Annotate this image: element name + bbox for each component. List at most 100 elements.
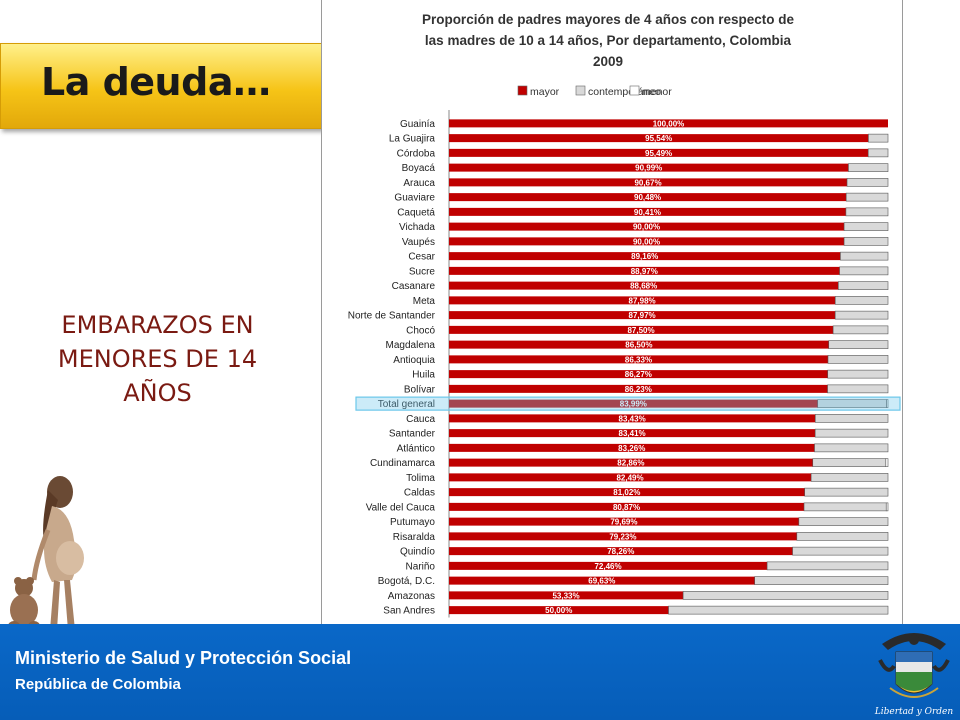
bar-contemporaneo [839, 266, 889, 276]
bar-contemporaneo [827, 384, 889, 394]
data-label: 88,68% [630, 282, 657, 291]
bar-mayor [449, 576, 755, 585]
bar-mayor [449, 134, 869, 143]
data-label: 82,49% [616, 473, 643, 482]
data-label: 90,41% [634, 208, 661, 217]
data-label: 83,26% [618, 444, 645, 453]
bar-mayor [449, 606, 669, 615]
bar-contemporaneo [804, 487, 889, 497]
legend-swatch-2 [629, 85, 640, 96]
category-label: Valle del Cauca [366, 502, 436, 513]
bar-mayor [449, 458, 813, 467]
data-label: 53,33% [552, 591, 579, 600]
data-label: 90,67% [634, 178, 661, 187]
bar-contemporaneo [848, 163, 889, 172]
category-label: La Guajira [389, 134, 436, 145]
data-label: 100,00% [653, 119, 685, 128]
slide-subtitle: EMBARAZOS EN MENORES DE 14 AÑOS [57, 311, 258, 407]
chart-title-line-1: Proporción de padres mayores de 4 años c… [422, 12, 795, 27]
data-label: 50,00% [545, 606, 572, 615]
legend-label-2: menor [642, 86, 672, 98]
bar-contemporaneo [668, 605, 889, 615]
data-label: 83,99% [620, 400, 647, 409]
bar-contemporaneo [754, 576, 889, 585]
bar-menor [886, 399, 889, 408]
bar-mayor [449, 591, 684, 600]
bar-menor [885, 458, 889, 467]
footer-bar: Ministerio de Salud y Protección Social … [0, 624, 960, 720]
bar-mayor [449, 178, 848, 187]
data-label: 86,50% [625, 341, 652, 350]
category-label: Caquetá [397, 207, 435, 218]
bar-contemporaneo [832, 325, 889, 335]
chart-bars: Guainía 100,00% La Guajira 95,54% Córdoba 95,… [348, 110, 901, 618]
category-label: Tolima [406, 473, 435, 484]
colombia-coat-of-arms: Libertad y Orden [874, 633, 953, 717]
bar-contemporaneo [845, 207, 889, 217]
category-label: Putumayo [390, 517, 435, 528]
legend-swatch-1 [575, 85, 586, 96]
category-label: Santander [389, 429, 436, 440]
category-label: Quindío [400, 547, 435, 558]
bar-mayor [449, 222, 845, 231]
category-label: Casanare [392, 281, 436, 292]
category-label: Guainía [400, 119, 435, 130]
bar-contemporaneo [834, 310, 889, 320]
legend-label-0: mayor [530, 86, 560, 98]
bar-mayor [449, 266, 840, 275]
bar-contemporaneo [838, 281, 889, 290]
data-label: 87,50% [627, 326, 654, 335]
category-label: Bogotá, D.C. [378, 576, 435, 587]
bar-contemporaneo [796, 532, 889, 541]
category-label: Bolívar [404, 384, 436, 395]
category-label: Caldas [404, 488, 435, 499]
bar-contemporaneo [843, 237, 889, 246]
data-label: 79,69% [610, 518, 637, 527]
chart-title-line-2: las madres de 10 a 14 años, Por departam… [425, 33, 792, 48]
bar-mayor [449, 193, 847, 202]
category-label: Córdoba [397, 148, 436, 159]
svg-text:Libertad y Orden: Libertad y Orden [874, 707, 953, 717]
bar-contemporaneo [828, 340, 889, 349]
category-label: Antioquia [393, 355, 435, 366]
bar-contemporaneo [812, 458, 887, 467]
bar-mayor [449, 429, 816, 438]
bar-mayor [449, 473, 812, 482]
bar-contemporaneo [803, 502, 887, 512]
ministry-name: Ministerio de Salud y Protección Social [15, 648, 352, 668]
bar-mayor [449, 547, 793, 556]
bar-contemporaneo [766, 561, 889, 571]
category-label: Huila [412, 370, 435, 381]
category-label: Meta [413, 296, 436, 307]
bar-mayor [449, 488, 805, 497]
data-label: 72,46% [594, 562, 621, 571]
category-label: Total general [378, 399, 435, 410]
bar-contemporaneo [827, 369, 889, 379]
title-banner: La deuda… [0, 43, 330, 129]
data-label: 69,63% [588, 577, 615, 586]
bar-mayor [449, 340, 829, 349]
bar-contemporaneo [814, 414, 889, 423]
category-label: Boyacá [402, 163, 436, 174]
bar-contemporaneo [868, 133, 889, 143]
data-label: 90,00% [633, 223, 660, 232]
bar-contemporaneo [810, 473, 889, 482]
category-label: Vaupés [402, 237, 435, 248]
data-label: 89,16% [631, 252, 658, 261]
data-label: 90,99% [635, 164, 662, 173]
category-label: Norte de Santander [348, 311, 436, 322]
bar-mayor [449, 252, 841, 261]
data-label: 87,98% [629, 296, 656, 305]
bar-contemporaneo [840, 251, 889, 261]
data-label: 78,26% [607, 547, 634, 556]
bar-contemporaneo [843, 222, 889, 231]
data-label: 90,48% [634, 193, 661, 202]
category-label: Arauca [403, 178, 435, 189]
legend-swatch-0 [517, 85, 528, 96]
bar-mayor [449, 561, 768, 570]
data-label: 88,97% [631, 267, 658, 276]
data-label: 86,33% [625, 355, 652, 364]
data-label: 95,49% [645, 149, 672, 158]
data-label: 87,97% [629, 311, 656, 320]
